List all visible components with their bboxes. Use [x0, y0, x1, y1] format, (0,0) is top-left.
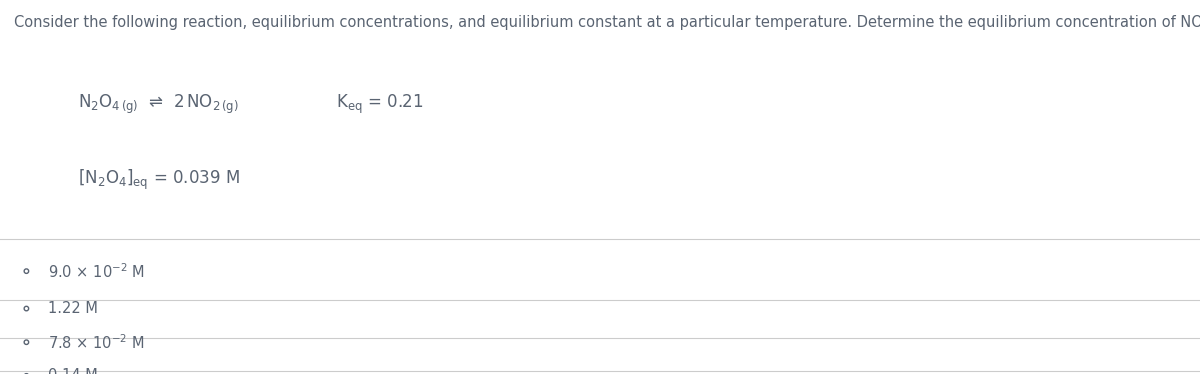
Text: Consider the following reaction, equilibrium concentrations, and equilibrium con: Consider the following reaction, equilib… — [14, 15, 1200, 30]
Text: $\mathrm{N_2O_{4\,(g)}}$  ⇌  $\mathrm{2\,NO_{2\,(g)}}$: $\mathrm{N_2O_{4\,(g)}}$ ⇌ $\mathrm{2\,N… — [78, 93, 239, 116]
Text: 0.14 M: 0.14 M — [48, 368, 97, 374]
Text: 9.0 $\times$ 10$^{-2}$ M: 9.0 $\times$ 10$^{-2}$ M — [48, 262, 145, 280]
Text: $\mathrm{[N_2O_4]_{eq}}$ = 0.039 M: $\mathrm{[N_2O_4]_{eq}}$ = 0.039 M — [78, 168, 240, 191]
Text: 7.8 $\times$ 10$^{-2}$ M: 7.8 $\times$ 10$^{-2}$ M — [48, 333, 144, 352]
Text: 1.22 M: 1.22 M — [48, 301, 98, 316]
Text: $\mathrm{K_{eq}}$ = 0.21: $\mathrm{K_{eq}}$ = 0.21 — [336, 93, 424, 116]
